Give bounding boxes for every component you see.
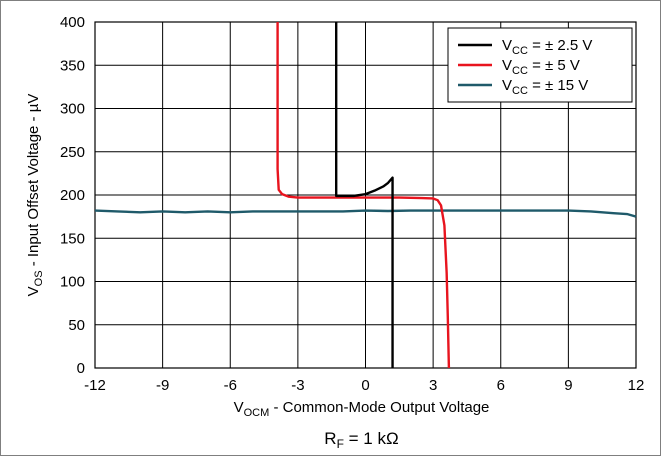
y-tick-label: 150 xyxy=(60,230,85,247)
x-tick-label: -3 xyxy=(291,377,304,394)
series-line xyxy=(94,209,637,218)
plot-border xyxy=(94,21,637,369)
legend-entry: VCC = ± 15 V xyxy=(502,77,588,97)
y-tick-labels: 0 50 100 150 200 250 300 350 400 xyxy=(60,14,85,377)
caption-sub: F xyxy=(337,437,344,451)
y-axis-label-sub: OS xyxy=(33,270,45,286)
x-axis-label: VOCM - Common-Mode Output Voltage xyxy=(234,399,490,419)
series-layer xyxy=(94,22,637,369)
x-tick-labels: -12 -9 -6 -3 0 3 6 9 12 xyxy=(84,377,644,394)
chart-caption: RF = 1 kΩ xyxy=(324,429,398,451)
series-line xyxy=(335,22,394,368)
y-tick-label: 0 xyxy=(77,360,85,377)
x-tick-label: 0 xyxy=(361,377,369,394)
x-tick-label: -6 xyxy=(224,377,237,394)
x-tick-label: 3 xyxy=(429,377,437,394)
x-tick-label: 12 xyxy=(628,377,645,394)
y-axis-label-rest: - Input Offset Voltage - µV xyxy=(25,94,42,271)
x-tick-label: 9 xyxy=(564,377,572,394)
legend-entry: VCC = ± 2.5 V xyxy=(502,37,592,57)
y-tick-label: 350 xyxy=(60,57,85,74)
y-axis-label: VOS - Input Offset Voltage - µV xyxy=(25,94,45,297)
y-tick-label: 50 xyxy=(68,317,85,334)
x-axis-label-rest: - Common-Mode Output Voltage xyxy=(269,399,489,416)
y-axis-label-main: V xyxy=(25,286,42,296)
x-tick-label: -12 xyxy=(84,377,106,394)
x-axis-label-main: V xyxy=(234,399,244,416)
y-tick-label: 400 xyxy=(60,14,85,31)
caption-rest: = 1 kΩ xyxy=(344,429,399,448)
y-tick-label: 250 xyxy=(60,144,85,161)
x-tick-label: -9 xyxy=(156,377,169,394)
y-tick-label: 300 xyxy=(60,101,85,118)
caption-main: R xyxy=(324,429,336,448)
x-axis-label-sub: OCM xyxy=(244,407,270,419)
legend-entry: VCC = ± 5 V xyxy=(502,57,580,77)
series-line xyxy=(276,22,451,369)
x-tick-label: 6 xyxy=(497,377,505,394)
y-tick-label: 100 xyxy=(60,274,85,291)
y-tick-label: 200 xyxy=(60,187,85,204)
